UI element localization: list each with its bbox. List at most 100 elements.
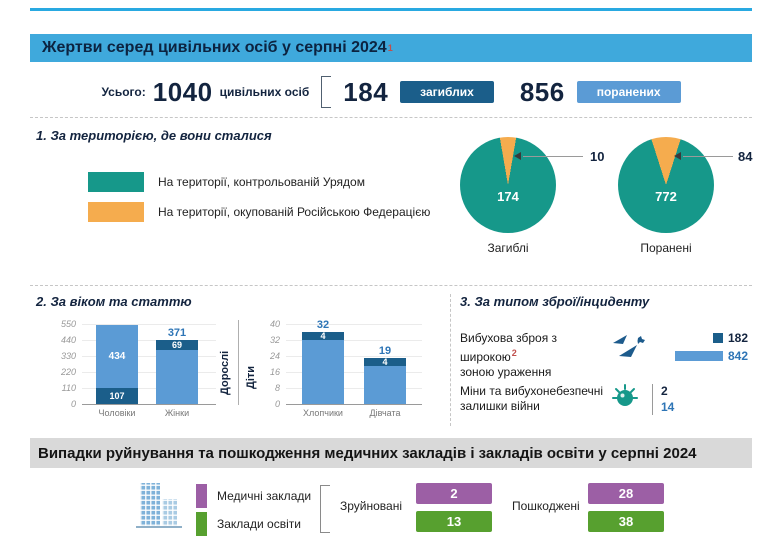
- mines-values: 2 14: [652, 384, 674, 415]
- injured-badge: поранених: [576, 81, 681, 103]
- pie-killed-callout-line: [523, 156, 583, 157]
- explosive-injured-value: 842: [727, 349, 748, 363]
- buildings-ground-line: [136, 526, 182, 528]
- children-ytick: 24: [269, 351, 280, 361]
- bar-women-injured-segment: [156, 350, 198, 404]
- separator-2: [30, 285, 752, 286]
- facilities-bracket: [320, 485, 330, 533]
- children-x-axis: [286, 404, 422, 405]
- total-label: Усього:: [101, 85, 146, 99]
- damaged-education-badge: 38: [588, 511, 664, 532]
- explosive-injured-row: 842: [648, 349, 748, 363]
- damaged-medical-badge: 28: [588, 483, 664, 504]
- group-label-adults: Дорослі: [219, 350, 231, 395]
- adults-x-axis: [82, 404, 216, 405]
- adults-ytick: 0: [70, 399, 76, 409]
- damaged-label: Пошкоджені: [512, 499, 580, 513]
- bar-boys: 32 4: [302, 319, 344, 404]
- weapon-row-mines-label-line2: залишки війни: [460, 399, 540, 413]
- weapon-row-explosive-label-line1: Вибухова зброя з широкою: [460, 331, 558, 364]
- facilities-legend-education: Заклади освіти: [196, 512, 301, 536]
- bar-boys-injured-value: 32: [316, 319, 330, 331]
- adults-ytick: 220: [60, 367, 76, 377]
- pie-injured-callout-line: [683, 156, 733, 157]
- destroyed-education-badge: 13: [416, 511, 492, 532]
- total-value: 1040: [152, 76, 213, 107]
- mines-injured-value: 14: [661, 400, 675, 414]
- mines-values-divider: [652, 384, 653, 415]
- pie-killed-label: Загиблі: [487, 241, 529, 255]
- adults-ytick: 550: [60, 319, 76, 329]
- children-ytick: 40: [269, 319, 280, 329]
- gridline: [82, 340, 216, 341]
- weapon-row-mines-label-line1: Міни та вибухонебезпечні: [460, 384, 604, 398]
- legend-education-label: Заклади освіти: [217, 517, 301, 531]
- top-accent-rule: [30, 8, 752, 11]
- adults-category-men: Чоловіки: [98, 408, 136, 418]
- children-ytick: 16: [269, 367, 280, 377]
- legend-occupied: На території, окупованій Російською Феде…: [88, 202, 430, 222]
- section-weapons-title: 3. За типом зброї/інциденту: [460, 294, 650, 309]
- total-unit: цивільних осіб: [219, 85, 310, 99]
- separator-1: [30, 117, 752, 118]
- legend-government-swatch: [88, 172, 144, 192]
- children-ytick: 32: [269, 335, 280, 345]
- children-ytick: 0: [274, 399, 280, 409]
- children-category-girls: Дівчата: [369, 408, 401, 418]
- injured-value: 856: [519, 76, 565, 107]
- killed-value: 184: [343, 76, 389, 107]
- bar-men-injured-segment: 434: [96, 325, 138, 388]
- bar-girls-killed-segment: 4: [364, 357, 406, 366]
- weapon-row-mines-label: Міни та вибухонебезпечні залишки війни: [460, 384, 614, 414]
- pie-injured-callout-value: 84: [738, 149, 753, 164]
- gridline: [82, 324, 216, 325]
- legend-medical-label: Медичні заклади: [217, 489, 312, 503]
- legend-education-swatch: [196, 512, 207, 536]
- explosive-killed-bar: [712, 333, 723, 343]
- gridline: [286, 324, 422, 325]
- bar-women: 371 69: [156, 327, 198, 404]
- explosive-weapons-values: 182 842: [648, 331, 748, 363]
- summary-bracket: [321, 76, 332, 108]
- medical-building-icon: [140, 483, 160, 526]
- adults-ytick: 110: [61, 383, 76, 393]
- adults-ytick: 330: [60, 351, 76, 361]
- gridline: [82, 372, 216, 373]
- pie-injured-label: Поранені: [640, 241, 692, 255]
- destroyed-label: Зруйновані: [340, 499, 402, 513]
- footnote-mark-2: 2: [511, 348, 517, 358]
- explosive-injured-bar: [674, 351, 723, 361]
- pie-injured: 772: [618, 137, 714, 233]
- killed-badge: загиблих: [400, 81, 494, 103]
- legend-medical-swatch: [196, 484, 207, 508]
- gridline: [82, 356, 216, 357]
- pie-killed: 174: [460, 137, 556, 233]
- bar-women-injured-value: 371: [167, 327, 187, 339]
- mines-killed-value: 2: [661, 384, 668, 398]
- destroyed-medical-badge: 2: [416, 483, 492, 504]
- header-bar: Жертви серед цивільних осіб у серпні 202…: [30, 34, 752, 62]
- facilities-header-bar: Випадки руйнування та пошкодження медичн…: [30, 438, 752, 468]
- summary-row: Усього: 1040 цивільних осіб 184 загиблих…: [30, 74, 752, 110]
- pie-injured-main-value: 772: [655, 189, 677, 204]
- gridline: [286, 372, 422, 373]
- mines-values-column: 2 14: [661, 384, 674, 415]
- mine-icon: [612, 384, 638, 415]
- bar-girls-injured-value: 19: [378, 345, 392, 357]
- legend-occupied-label: На території, окупованій Російською Феде…: [158, 205, 431, 219]
- legend-government: На території, контрольованій Урядом: [88, 172, 365, 192]
- bar-boys-killed-segment: 4: [302, 331, 344, 340]
- gridline: [286, 340, 422, 341]
- footnote-mark-1: 1: [387, 43, 393, 53]
- explosive-weapons-icon: [612, 334, 648, 365]
- gridline: [286, 388, 422, 389]
- children-category-boys: Хлопчики: [303, 408, 343, 418]
- weapon-row-explosive-label: Вибухова зброя з широкою2 зоною ураження: [460, 331, 614, 380]
- education-building-icon: [162, 499, 177, 526]
- weapon-row-explosive-label-line2: зоною ураження: [460, 365, 552, 379]
- bar-men: 434 107: [96, 325, 138, 404]
- group-divider-line: [238, 320, 239, 405]
- explosive-killed-value: 182: [727, 331, 748, 345]
- bar-girls-injured-segment: [364, 366, 406, 404]
